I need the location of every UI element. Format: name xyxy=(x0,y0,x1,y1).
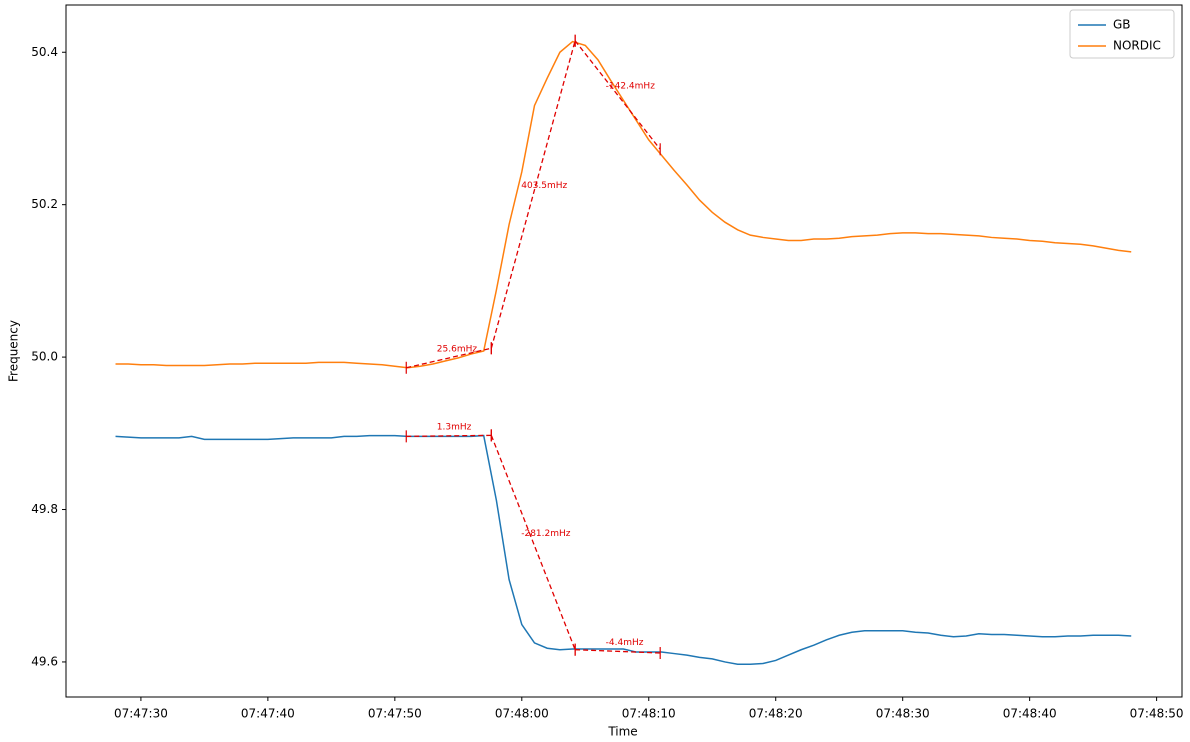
annotation-label: 403.5mHz xyxy=(521,181,567,191)
annotation-line xyxy=(406,347,492,369)
x-tick-label: 07:48:40 xyxy=(1003,707,1057,721)
y-tick-label: 50.0 xyxy=(31,350,58,364)
x-tick-label: 07:48:00 xyxy=(495,707,549,721)
y-tick-label: 49.6 xyxy=(31,654,58,668)
annotation-line xyxy=(575,649,661,654)
x-tick-label: 07:47:50 xyxy=(368,707,422,721)
y-tick-label: 49.8 xyxy=(31,502,58,516)
annotation-line xyxy=(574,40,661,150)
x-tick-label: 07:48:20 xyxy=(749,707,803,721)
x-tick-label: 07:47:40 xyxy=(241,707,295,721)
data-line xyxy=(115,40,1132,369)
legend-label: NORDIC xyxy=(1113,39,1161,53)
x-tick-label: 07:48:10 xyxy=(622,707,676,721)
annotation-label: -4.4mHz xyxy=(606,638,644,648)
data-line xyxy=(115,434,1132,665)
annotation-label: -142.4mHz xyxy=(606,82,656,92)
x-tick-label: 07:48:30 xyxy=(876,707,930,721)
y-axis-label: Frequency xyxy=(7,320,21,382)
x-tick-label: 07:47:30 xyxy=(114,707,168,721)
annotation-label: -281.2mHz xyxy=(521,529,571,539)
y-tick-label: 50.2 xyxy=(31,197,58,211)
x-axis-label: Time xyxy=(607,725,637,739)
annotation-line xyxy=(490,40,576,349)
annotation-label: 25.6mHz xyxy=(437,345,478,355)
x-tick-label: 07:48:50 xyxy=(1130,707,1184,721)
legend-label: GB xyxy=(1113,18,1131,32)
plot-frame xyxy=(65,4,1183,698)
annotation-line xyxy=(406,434,492,438)
annotation-label: 1.3mHz xyxy=(437,422,472,432)
y-tick-label: 50.4 xyxy=(31,45,58,59)
annotation-line xyxy=(490,435,576,650)
